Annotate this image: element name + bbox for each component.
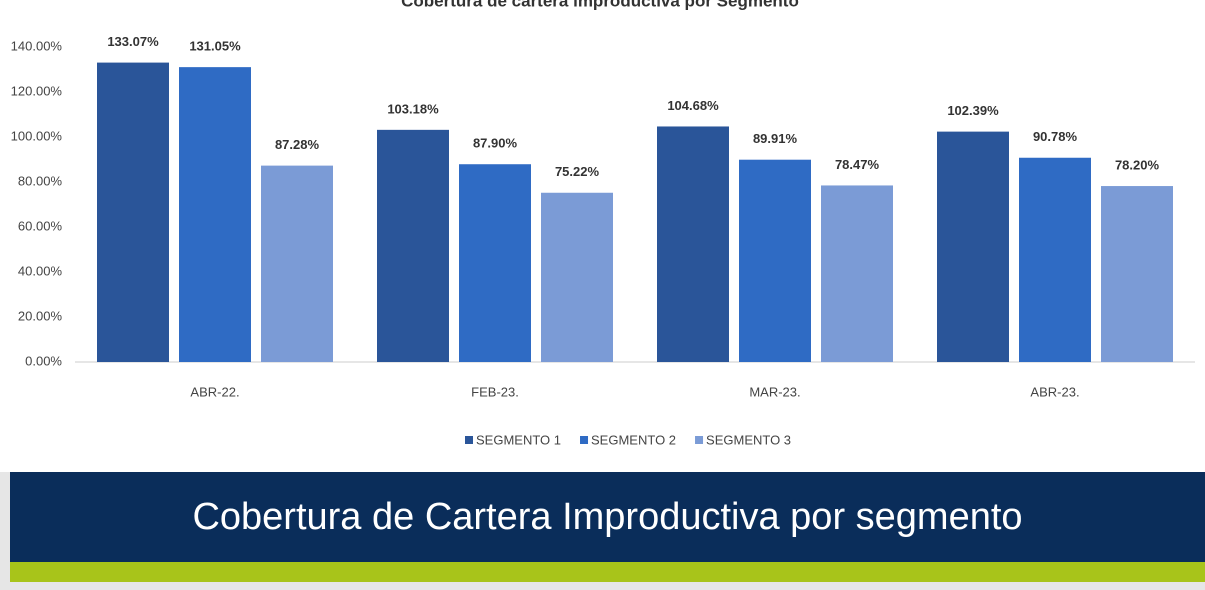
legend-swatch [695,436,704,444]
accent-bar [10,562,1205,582]
y-tick-label: 120.00% [11,83,63,98]
y-tick-label: 60.00% [18,218,63,233]
data-label: 104.68% [667,98,719,113]
data-label: 87.28% [275,137,320,152]
bar [377,129,449,362]
bar [739,159,811,362]
y-tick-label: 80.00% [18,173,63,188]
data-label: 133.07% [107,34,159,49]
data-label: 131.05% [189,39,241,54]
bar [821,185,893,362]
caption-banner: Cobertura de Cartera Improductiva por se… [10,472,1205,562]
data-label: 78.47% [835,157,880,172]
y-tick-label: 20.00% [18,308,63,323]
bar [459,164,531,362]
x-tick-label: ABR-22. [190,384,239,399]
chart: Cobertura de cartera improductiva por Se… [0,0,1205,472]
y-tick-label: 40.00% [18,263,63,278]
bar [179,67,251,362]
data-label: 87.90% [473,136,518,151]
legend-label: SEGMENTO 1 [476,432,561,447]
bar [937,131,1009,362]
data-label: 90.78% [1033,129,1078,144]
bar [1019,157,1091,362]
x-tick-label: MAR-23. [749,384,800,399]
bar [1101,186,1173,362]
y-tick-label: 100.00% [11,128,63,143]
data-label: 78.20% [1115,157,1160,172]
bar [657,126,729,362]
bar [541,192,613,362]
legend-label: SEGMENTO 2 [591,432,676,447]
data-label: 102.39% [947,103,999,118]
chart-title: Cobertura de cartera improductiva por Se… [401,0,799,10]
legend-swatch [465,436,473,444]
bar [97,62,169,362]
y-tick-label: 0.00% [25,353,62,368]
bar [261,165,333,362]
legend-swatch [580,436,589,444]
x-tick-label: FEB-23. [471,384,519,399]
legend-label: SEGMENTO 3 [706,432,791,447]
data-label: 75.22% [555,164,600,179]
data-label: 103.18% [387,101,439,116]
data-label: 89.91% [753,131,798,146]
y-tick-label: 140.00% [11,38,63,53]
x-tick-label: ABR-23. [1030,384,1079,399]
